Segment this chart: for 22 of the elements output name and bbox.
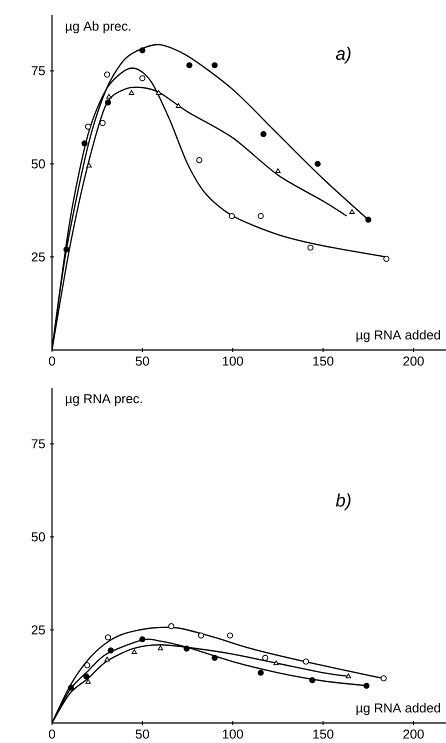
y-tick-label: 75	[32, 439, 45, 448]
x-tick-label: 150	[313, 356, 334, 366]
y-tick-label: 75	[32, 66, 45, 76]
x-tick-label: 50	[136, 356, 150, 366]
annotation: a)	[336, 46, 350, 64]
x-tick-label: 100	[222, 356, 244, 366]
x-tick-label: 0	[48, 730, 56, 739]
y-axis-title: µg RNA prec.	[66, 394, 142, 406]
y-tick-label: 25	[32, 625, 45, 635]
annotation: b)	[336, 494, 350, 510]
x-axis-title: µg RNA added	[356, 330, 440, 342]
y-tick-label: 50	[32, 532, 45, 542]
x-tick-label: 200	[403, 730, 424, 739]
x-tick-label: 200	[403, 356, 424, 366]
x-tick-label: 50	[136, 730, 150, 739]
x-tick-label: 100	[222, 730, 244, 739]
y-axis-title: µg Ab prec.	[66, 21, 130, 34]
y-tick-label: 25	[32, 252, 45, 262]
x-tick-label: 150	[313, 730, 334, 739]
x-tick-label: 0	[48, 356, 56, 366]
x-axis-title: µg RNA added	[356, 703, 440, 716]
y-tick-label: 50	[32, 159, 45, 168]
